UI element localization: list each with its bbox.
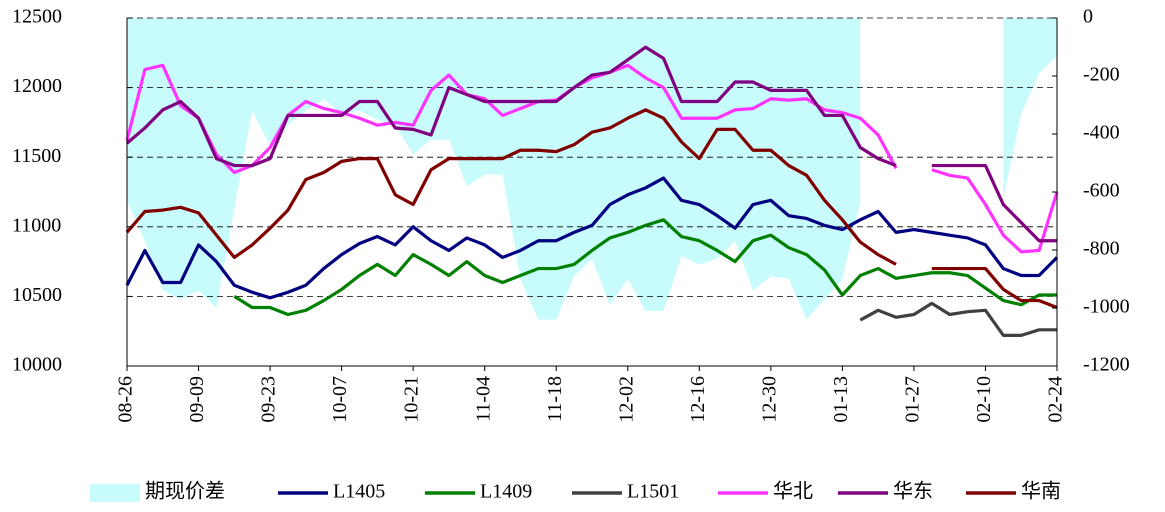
x-tick-label: 09-23 <box>258 376 280 423</box>
area <box>127 18 861 320</box>
legend: 期现价差 L1405 L1409 L1501 华北 华东 华南 <box>90 480 1061 503</box>
line <box>125 63 898 175</box>
x-tick-label: 10-07 <box>329 376 351 423</box>
x-tick-label: 09-09 <box>186 376 208 423</box>
x-tick-label: 12-16 <box>687 376 709 423</box>
y2-tick-label: -200 <box>1083 64 1120 86</box>
y2-tick-label: -1000 <box>1083 296 1130 318</box>
line <box>125 45 897 168</box>
x-tick-label: 12-02 <box>615 376 637 423</box>
legend-label: 期现价差 <box>145 480 225 503</box>
axis-layer: 10000 10500 11000 11500 12000 12500 -1200 -1000… <box>12 6 1130 423</box>
x-tick-label: 11-18 <box>544 376 566 422</box>
line <box>233 218 1057 317</box>
y-tick-label: 12000 <box>12 75 62 97</box>
line <box>931 163 1057 243</box>
legend-label: 华南 <box>1021 480 1061 503</box>
legend-swatch <box>90 484 140 502</box>
y2-tick-label: -800 <box>1083 238 1120 260</box>
y2-tick-label: -400 <box>1083 122 1120 144</box>
line <box>859 301 1057 337</box>
x-tick-label: 10-21 <box>401 376 423 423</box>
legend-label: 华东 <box>893 480 933 503</box>
x-tick-label: 01-27 <box>902 376 924 423</box>
x-tick-label: 02-10 <box>973 376 995 423</box>
x-tick-label: 08-26 <box>115 376 137 423</box>
line <box>931 266 1058 310</box>
y-tick-label: 11000 <box>12 214 61 236</box>
y2-tick-label: -600 <box>1083 180 1120 202</box>
legend-label: L1409 <box>480 481 532 503</box>
legend-label: L1405 <box>333 481 385 503</box>
y2-tick-label: 0 <box>1083 6 1093 28</box>
x-tick-label: 12-30 <box>758 376 780 423</box>
line-layer <box>125 45 1059 337</box>
line <box>125 108 897 266</box>
x-tick-label: 01-13 <box>830 376 852 423</box>
area <box>1003 18 1057 198</box>
line <box>931 168 1059 254</box>
y-tick-label: 10000 <box>12 354 62 376</box>
legend-label: L1501 <box>627 481 679 503</box>
x-tick-label: 02-24 <box>1045 376 1067 423</box>
line <box>125 176 1059 300</box>
y-tick-label: 10500 <box>12 284 62 306</box>
legend-label: 华北 <box>773 480 813 503</box>
y-tick-label: 11500 <box>12 145 61 167</box>
x-tick-label: 11-04 <box>472 376 494 422</box>
y-tick-label: 12500 <box>12 6 62 28</box>
y2-tick-label: -1200 <box>1083 354 1130 376</box>
